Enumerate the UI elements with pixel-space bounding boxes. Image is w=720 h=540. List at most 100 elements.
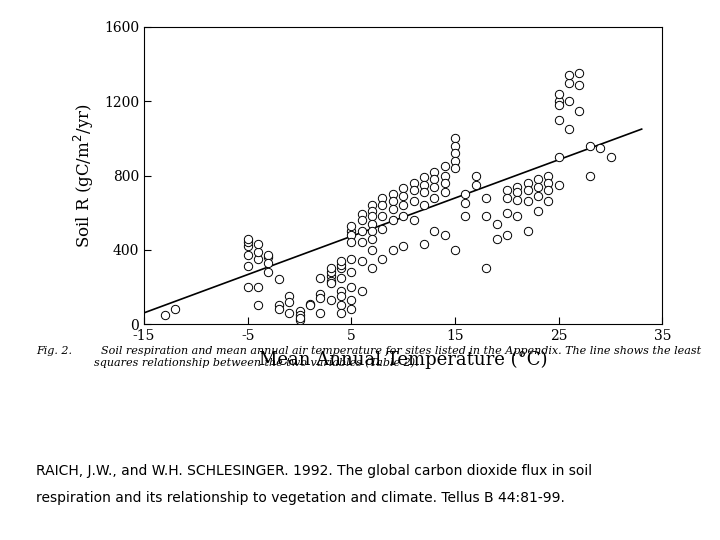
Point [346, 255, 357, 264]
Point [428, 175, 440, 184]
Point [346, 268, 357, 276]
Point [553, 153, 564, 161]
Point [480, 212, 492, 221]
Point [543, 197, 554, 206]
Point [294, 314, 305, 323]
Point [346, 282, 357, 291]
Point [511, 212, 523, 221]
Point [294, 310, 305, 319]
Point [480, 264, 492, 273]
Point [532, 192, 544, 200]
Point [563, 78, 575, 87]
Point [356, 286, 367, 295]
Point [346, 227, 357, 235]
Point [294, 316, 305, 325]
Point [501, 231, 513, 239]
Point [397, 201, 409, 210]
Point [397, 192, 409, 200]
Point [449, 134, 461, 143]
Point [449, 156, 461, 165]
Point [336, 273, 347, 282]
Point [449, 245, 461, 254]
Point [325, 264, 336, 273]
Point [169, 305, 181, 313]
Point [584, 141, 595, 150]
Point [377, 225, 388, 234]
Point [252, 282, 264, 291]
Point [553, 116, 564, 124]
Text: RAICH, J.W., and W.H. SCHLESINGER. 1992. The global carbon dioxide flux in soil: RAICH, J.W., and W.H. SCHLESINGER. 1992.… [36, 464, 592, 478]
Point [242, 242, 253, 251]
Point [418, 173, 430, 181]
Point [511, 183, 523, 191]
Point [336, 286, 347, 295]
Point [553, 100, 564, 109]
Point [532, 206, 544, 215]
Point [439, 179, 451, 187]
Point [480, 193, 492, 202]
Point [543, 179, 554, 187]
Point [377, 255, 388, 264]
Point [356, 227, 367, 235]
Point [315, 290, 326, 299]
Text: Fig. 2.: Fig. 2. [36, 346, 72, 356]
Point [397, 242, 409, 251]
Point [315, 273, 326, 282]
Text: Soil respiration and mean annual air temperature for sites listed in the Appendi: Soil respiration and mean annual air tem… [94, 346, 701, 368]
Point [553, 97, 564, 106]
Point [387, 205, 399, 213]
Point [356, 256, 367, 265]
Point [366, 206, 378, 215]
Point [491, 219, 503, 228]
Point [501, 208, 513, 217]
Point [366, 245, 378, 254]
Point [304, 299, 315, 308]
Point [346, 231, 357, 239]
Point [563, 125, 575, 133]
Point [511, 188, 523, 197]
Point [377, 201, 388, 210]
Point [408, 186, 419, 195]
Point [470, 171, 482, 180]
Point [366, 212, 378, 221]
Point [273, 305, 284, 313]
Point [315, 308, 326, 317]
Point [449, 164, 461, 172]
Point [605, 153, 616, 161]
Point [501, 193, 513, 202]
Point [346, 238, 357, 247]
Point [501, 186, 513, 195]
Point [553, 180, 564, 189]
Point [387, 245, 399, 254]
Point [366, 201, 378, 210]
Point [242, 234, 253, 243]
Point [595, 143, 606, 152]
Point [459, 190, 471, 198]
Point [522, 227, 534, 235]
Point [315, 294, 326, 302]
Point [522, 179, 534, 187]
Point [397, 212, 409, 221]
Point [459, 199, 471, 208]
Point [284, 298, 295, 306]
Point [159, 310, 171, 319]
Point [336, 301, 347, 310]
Point [346, 305, 357, 313]
Point [263, 268, 274, 276]
Point [252, 301, 264, 310]
Point [366, 227, 378, 235]
Point [356, 210, 367, 219]
Point [439, 188, 451, 197]
Point [522, 197, 534, 206]
Point [574, 69, 585, 78]
Point [294, 307, 305, 315]
Point [449, 141, 461, 150]
Point [491, 234, 503, 243]
Point [325, 268, 336, 276]
Point [574, 106, 585, 115]
Point [387, 215, 399, 225]
Point [325, 277, 336, 286]
Point [242, 262, 253, 271]
Point [387, 190, 399, 198]
Point [346, 221, 357, 230]
